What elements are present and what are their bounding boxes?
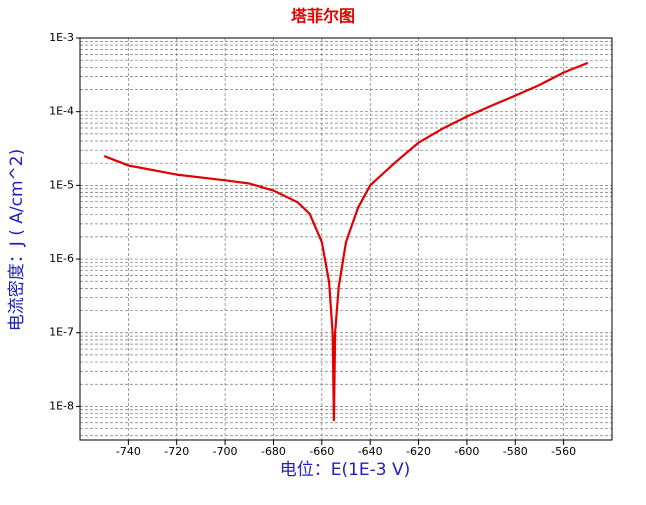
- x-tick-label: -680: [261, 445, 286, 458]
- chart-title: 塔菲尔图: [291, 7, 355, 26]
- x-tick-label: -600: [454, 445, 479, 458]
- plot-frame: [79, 37, 613, 441]
- x-tick-label: -660: [309, 445, 334, 458]
- x-tick-label: -620: [406, 445, 431, 458]
- y-tick-label: 1E-3: [49, 31, 74, 44]
- y-tick-label: 1E-5: [49, 178, 74, 191]
- x-tick-label: -580: [503, 445, 528, 458]
- x-tick-label: -640: [358, 445, 383, 458]
- x-tick-label: -700: [213, 445, 238, 458]
- x-tick-label: -720: [164, 445, 189, 458]
- y-tick-label: 1E-7: [49, 326, 74, 339]
- y-tick-label: 1E-6: [49, 252, 74, 265]
- data-line: [103, 61, 589, 422]
- y-tick-label: 1E-4: [49, 105, 74, 118]
- y-tick-label: 1E-8: [49, 399, 74, 412]
- x-tick-label: -560: [551, 445, 576, 458]
- y-axis-label: 电流密度：J ( A/cm^2): [7, 149, 27, 331]
- x-tick-label: -740: [116, 445, 141, 458]
- x-axis-label: 电位：E(1E-3 V): [280, 460, 411, 480]
